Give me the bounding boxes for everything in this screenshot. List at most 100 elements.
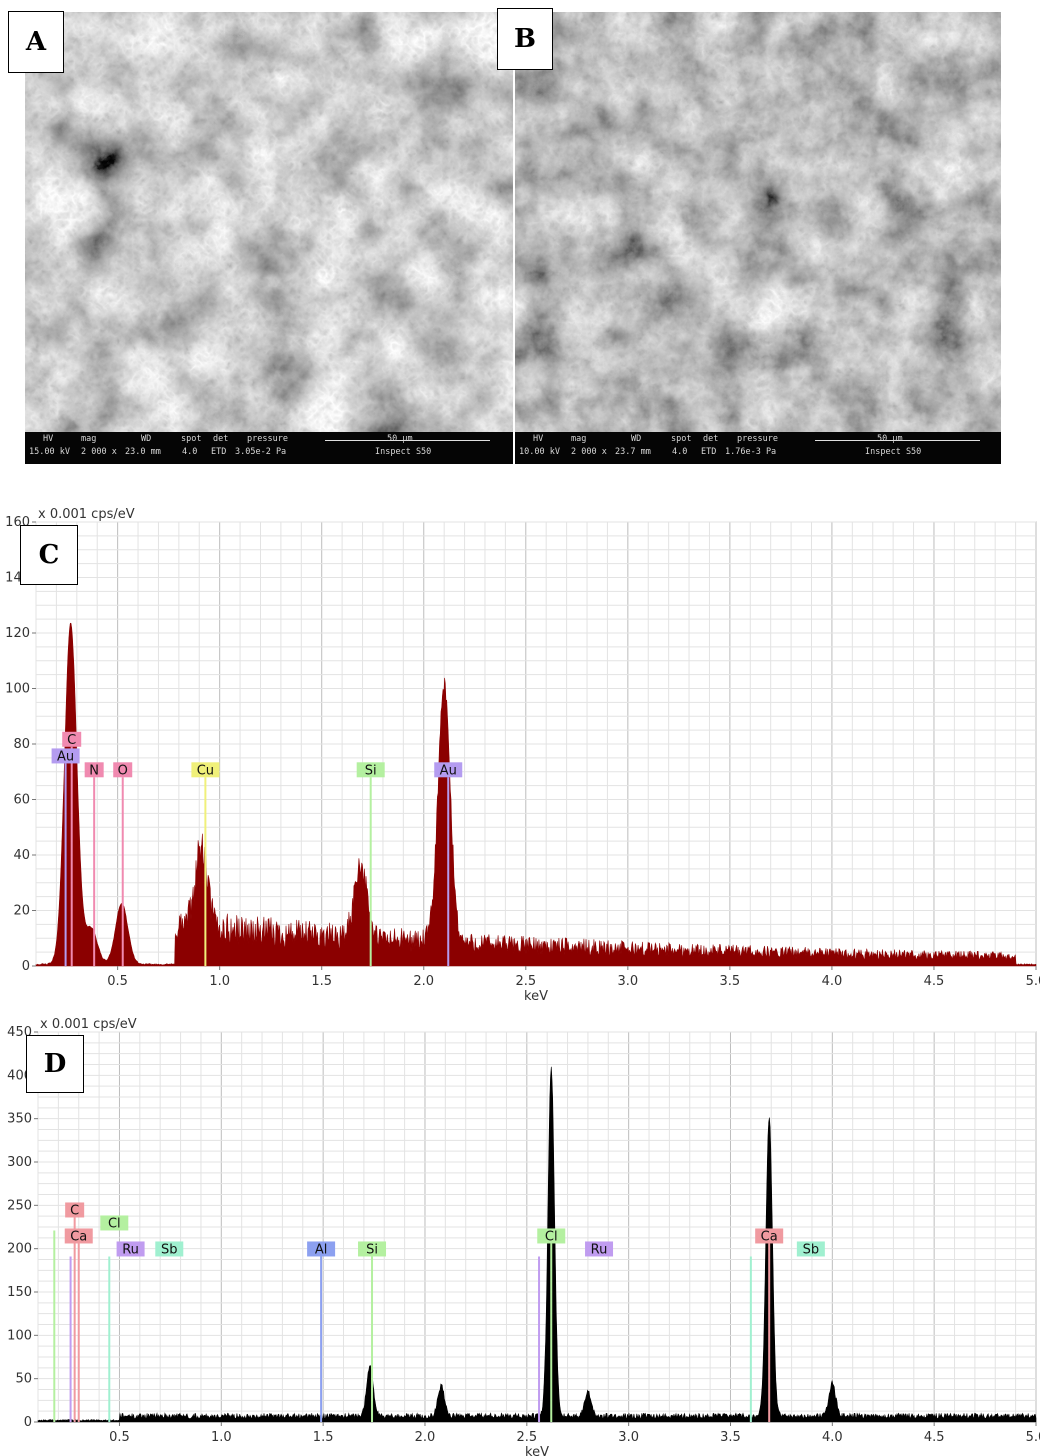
spot-header: spot [181,434,202,444]
y-tick-label: 0 [22,959,30,974]
scale-label: 50 µm [877,434,903,444]
mag-value: 2 000 x [81,447,117,457]
element-marker-c-1: C [62,731,82,966]
y-tick-label: 100 [7,1328,32,1343]
instrument-label: Inspect S50 [865,447,922,457]
hv-value: 15.00 kV [29,447,70,457]
x-tick-label: 1.5 [311,974,332,989]
det-value: ETD [211,447,227,457]
element-label: C [67,733,76,748]
peak-point-5 [359,890,362,892]
element-marker-cu-5: Cu [191,762,220,966]
element-label: Cu [197,763,214,778]
peak-point-6 [831,1388,834,1390]
element-label: Ca [761,1229,778,1244]
peak-point-3 [550,1074,553,1077]
scale-label: 50 µm [387,434,413,444]
pressure-header: pressure [247,434,288,444]
element-label: N [89,763,99,778]
y-tick-label: 0 [24,1415,32,1430]
peak-point-6 [443,709,445,712]
y-tick-label: 40 [13,848,30,863]
element-marker-sb-11: Sb [749,1241,825,1422]
pressure-header: pressure [737,434,778,444]
sem-texture-b [515,12,1001,464]
eds-spectrum-d: C Cl Ca Ru Sb Al Si Cl Ru Ca Sb 0.5 1.0 1.5 2.0 2.5 3.0 3… [0,1010,1040,1456]
det-header: det [703,434,719,444]
element-label: Sb [161,1242,178,1257]
det-value: ETD [701,447,717,457]
element-marker-cl-2: Cl [53,1215,129,1422]
panel-label-d: D [26,1035,84,1093]
x-tick-label: 1.0 [209,974,230,989]
panel-label-c: C [20,525,78,585]
panel-label-b: B [497,8,553,70]
x-tick-label: 2.0 [415,1430,436,1445]
hv-header: HV [43,434,54,444]
hv-header: HV [533,434,544,444]
element-label: Al [315,1242,328,1257]
spectrum-area [37,1066,1037,1423]
x-tick-label: 5.0 [1026,1430,1040,1445]
wd-header: WD [141,434,152,444]
x-tick-label: 4.0 [822,974,843,989]
scale-bar [815,440,980,441]
scale-bar [325,440,490,441]
element-label: Ru [122,1242,139,1257]
spot-value: 4.0 [672,447,688,457]
sem-image-a: HV 15.00 kV mag 2 000 x WD 23.0 mm spot … [25,12,513,464]
instrument-label: Inspect S50 [375,447,432,457]
x-tick-label: 0.5 [109,1430,130,1445]
x-tick-label: 1.5 [313,1430,334,1445]
x-tick-label: 3.5 [720,974,741,989]
x-tick-label: 1.0 [211,1430,232,1445]
spot-header: spot [671,434,692,444]
grid-lines [37,1031,1037,1423]
y-tick-label: 50 [15,1372,32,1387]
hv-value: 10.00 kV [519,447,560,457]
element-label: C [70,1203,79,1218]
element-marker-cl-8: Cl [537,1228,566,1422]
element-marker-c-1: C [65,1202,85,1422]
x-tick-label: 3.0 [618,1430,639,1445]
element-marker-o-4: O [113,762,133,966]
y-tick-label: 250 [7,1198,32,1213]
element-marker-ru-9: Ru [538,1241,614,1422]
wd-value: 23.0 mm [125,447,161,457]
element-marker-au-2: Au [51,748,80,966]
x-tick-label: 4.5 [924,974,945,989]
element-label: Au [57,749,74,764]
element-marker-ca-10: Ca [755,1228,784,1422]
y-tick-label: 200 [7,1242,32,1257]
y-tick-label: 300 [7,1155,32,1170]
x-axis-label: keV [524,989,548,1004]
y-tick-label: 60 [13,793,30,808]
y-tick-label: 100 [5,682,30,697]
peak-point-4 [587,1396,589,1399]
element-marker-ru-4: Ru [69,1241,145,1422]
element-label: Ru [591,1242,608,1257]
x-tick-label: 3.5 [720,1430,741,1445]
mag-value: 2 000 x [571,447,607,457]
element-marker-sb-5: Sb [108,1241,184,1422]
element-marker-n-3: N [84,762,104,966]
y-tick-label: 400 [7,1068,32,1083]
spectrum-area [35,622,1037,967]
element-marker-ca-3: Ca [64,1228,93,1422]
element-marker-si-6: Si [356,762,385,966]
peak-point-4 [200,884,203,887]
y-tick-label: 450 [7,1025,32,1040]
peak-point-2 [440,1390,443,1393]
element-label: Cl [545,1229,558,1244]
sem-texture-a [25,12,513,464]
element-label: Au [440,763,457,778]
peak-point-1 [369,1370,371,1373]
sem-info-bar-b: HV 10.00 kV mag 2 000 x WD 23.7 mm spot … [515,432,1001,464]
panel-label-a: A [8,11,64,73]
x-tick-label: 3.0 [617,974,638,989]
x-tick-label: 2.5 [516,1430,537,1445]
x-tick-label: 5.0 [1026,974,1040,989]
element-marker-si-7: Si [358,1241,387,1422]
